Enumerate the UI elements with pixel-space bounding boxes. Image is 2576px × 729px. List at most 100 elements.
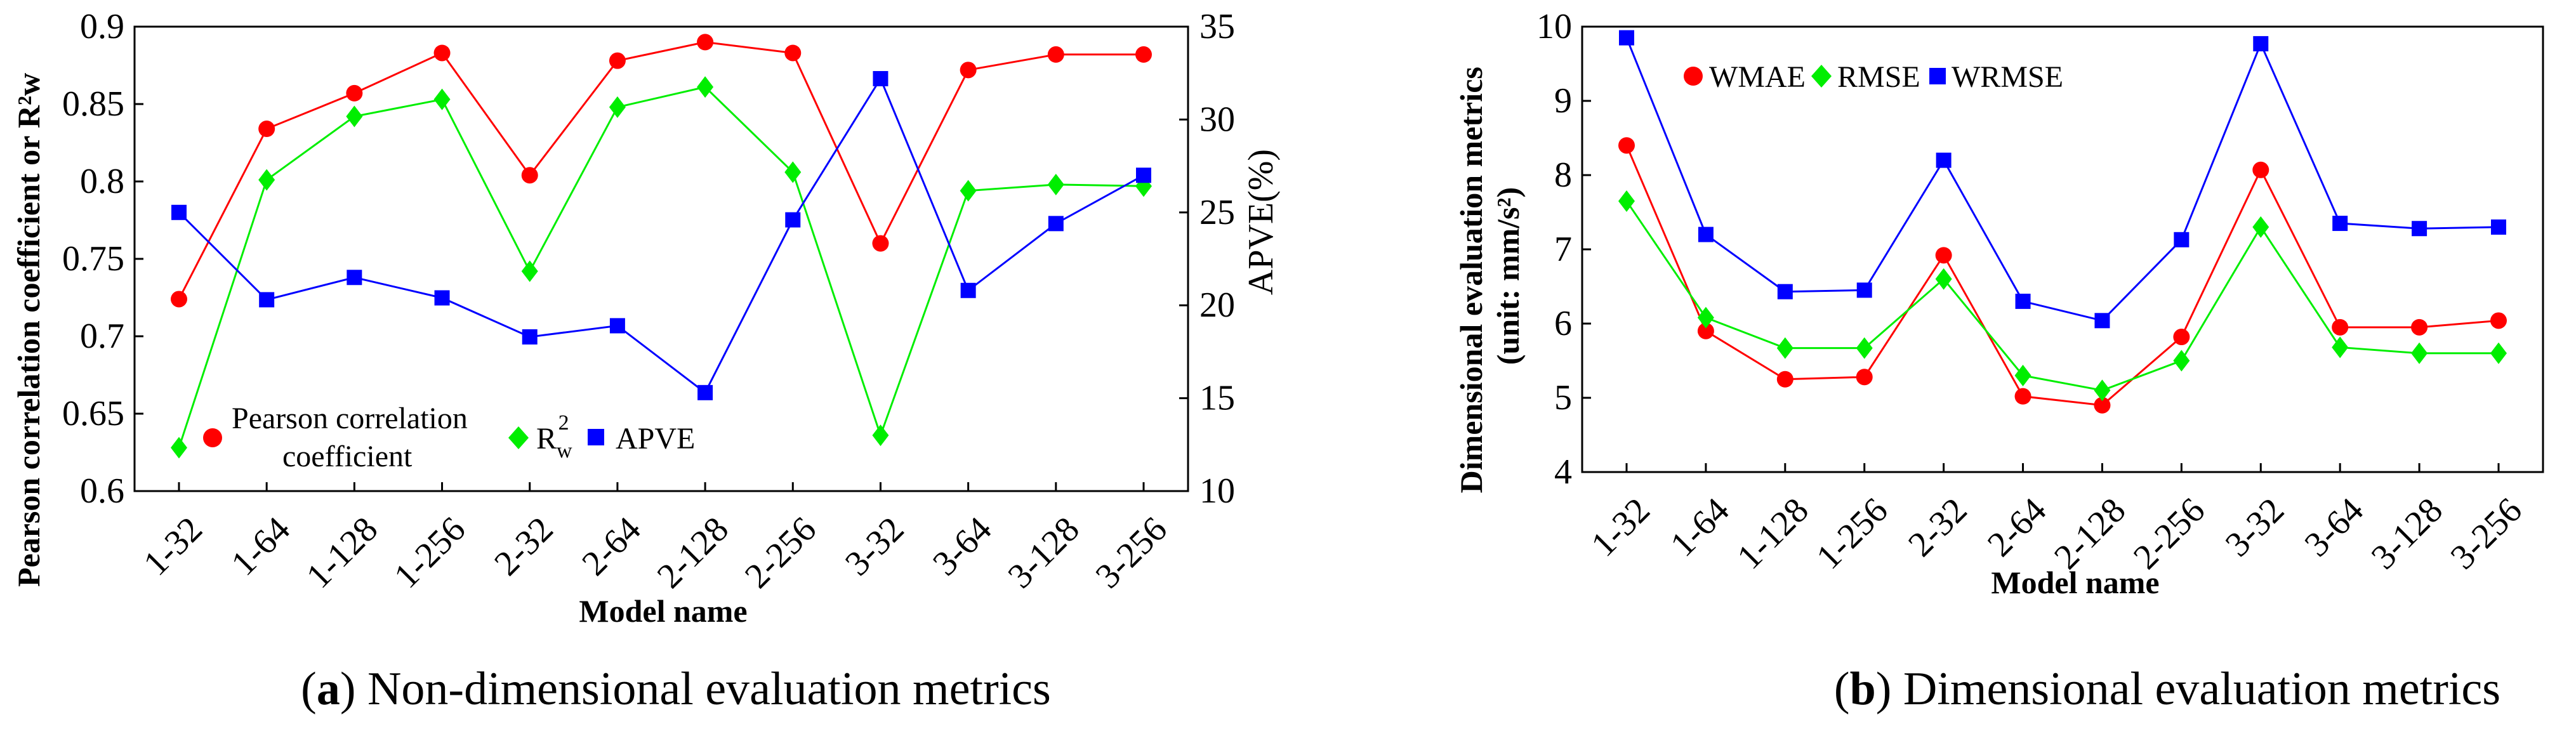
series-group-a xyxy=(171,34,1152,459)
x-tick-label-b-11: 3-256 xyxy=(2443,490,2530,577)
y-tick-label-b-5: 9 xyxy=(1554,81,1572,121)
caption-a: (a) Non-dimensional evaluation metrics xyxy=(301,663,1051,715)
chart-panel-b: Dimensional evaluation metrics (unit: mm… xyxy=(1453,7,2544,715)
data-point-b-2-7 xyxy=(2174,232,2190,247)
x-tick-label-a-1: 1-64 xyxy=(224,509,298,583)
data-point-a-0-0 xyxy=(171,291,187,308)
plot-frame-a xyxy=(133,25,1189,492)
x-tick-label-a-5: 2-64 xyxy=(574,509,648,583)
data-point-a-0-11 xyxy=(1135,46,1152,63)
legend-marker-apve xyxy=(588,429,604,445)
y-tick-label-a-5: 0.85 xyxy=(62,84,124,124)
y-tick-label-a-4: 0.8 xyxy=(80,162,124,201)
data-point-b-0-8 xyxy=(2252,161,2269,178)
data-point-a-1-6 xyxy=(697,76,714,98)
data-point-a-0-8 xyxy=(872,235,889,252)
data-point-a-1-3 xyxy=(433,88,451,110)
legend-marker-rmse xyxy=(1811,65,1832,88)
data-point-b-2-1 xyxy=(1698,227,1714,242)
data-point-b-0-5 xyxy=(2014,388,2031,405)
series-group-b xyxy=(1618,30,2507,414)
y-axis-title-b-line1: Dimensional evaluation metrics xyxy=(1453,67,1489,493)
data-point-b-0-11 xyxy=(2490,312,2507,329)
data-point-b-0-6 xyxy=(2094,397,2111,414)
y-axis-title-left-a: Pearson correlation coefficient or R²w xyxy=(11,73,46,587)
legend-marker-wrmse xyxy=(1929,68,1946,84)
caption-a-paren-open: ( xyxy=(301,663,317,715)
y-axis-title-right-a: APVE(%) xyxy=(1241,149,1281,295)
legend-label-rmse: RMSE xyxy=(1837,60,1920,94)
data-point-b-2-6 xyxy=(2094,313,2110,329)
data-point-a-1-5 xyxy=(609,96,626,118)
data-point-a-0-6 xyxy=(697,34,714,51)
data-point-a-2-4 xyxy=(522,329,538,345)
plot-frame-b xyxy=(1581,25,2544,473)
y-tick-label-b-0: 4 xyxy=(1554,452,1572,492)
x-tick-label-a-8: 3-32 xyxy=(838,509,911,583)
caption-b-paren-open: ( xyxy=(1834,663,1850,715)
data-point-a-1-8 xyxy=(872,424,889,447)
data-point-b-1-0 xyxy=(1618,190,1635,212)
caption-a-paren-close: ) xyxy=(340,663,356,715)
data-point-b-0-9 xyxy=(2332,319,2349,336)
legend-label-pearson-line1: Pearson correlation xyxy=(232,402,468,435)
data-point-a-0-7 xyxy=(784,44,802,62)
legend-label-wmae: WMAE xyxy=(1709,60,1806,94)
y2-tick-label-a-1: 15 xyxy=(1199,379,1235,418)
data-point-b-1-3 xyxy=(1856,337,1873,359)
x-tick-label-a-2: 1-128 xyxy=(299,509,385,596)
x-tick-label-b-1: 1-64 xyxy=(1663,490,1736,564)
x-tick-label-b-8: 3-32 xyxy=(2218,490,2292,564)
data-point-a-0-4 xyxy=(521,167,538,184)
data-point-a-2-0 xyxy=(171,204,187,220)
legend-label-apve: APVE xyxy=(616,422,695,456)
caption-b: (b) Dimensional evaluation metrics xyxy=(1834,663,2500,715)
x-tick-label-a-9: 3-64 xyxy=(925,509,999,583)
data-point-b-0-10 xyxy=(2411,319,2428,336)
y-tick-label-a-6: 0.9 xyxy=(80,7,124,46)
legend-a: Pearson correlation coefficient Rw 2 APVE xyxy=(203,402,695,473)
data-point-b-1-7 xyxy=(2173,350,2190,372)
data-point-a-1-4 xyxy=(521,260,538,282)
data-point-a-1-7 xyxy=(784,161,802,183)
x-tick-label-b-5: 2-64 xyxy=(1980,490,2054,564)
y-tick-label-a-1: 0.65 xyxy=(62,394,124,433)
data-point-a-2-6 xyxy=(697,384,713,400)
legend-label-r2-main: R xyxy=(536,422,557,456)
data-point-b-0-2 xyxy=(1776,371,1793,388)
y2-tick-label-a-2: 20 xyxy=(1199,286,1235,325)
data-point-a-0-2 xyxy=(346,84,363,102)
data-point-a-2-3 xyxy=(434,290,450,306)
data-point-b-0-7 xyxy=(2173,329,2190,346)
legend-marker-pearson xyxy=(203,428,222,447)
series-line-a-2 xyxy=(178,76,1144,395)
x-tick-label-b-10: 3-128 xyxy=(2364,490,2450,577)
data-point-a-0-5 xyxy=(609,52,626,69)
legend-label-pearson-line2: coefficient xyxy=(282,440,413,473)
data-point-a-1-1 xyxy=(258,169,275,191)
y-tick-label-b-1: 5 xyxy=(1554,378,1572,417)
ticks-group-a: 0.6 0.65 0.7 0.75 0.8 0.85 0.9 10 15 20 25 30 35 1-32… xyxy=(62,7,1235,596)
y-tick-label-a-0: 0.6 xyxy=(80,471,124,511)
x-tick-label-b-2: 1-128 xyxy=(1729,490,1816,577)
data-point-a-2-8 xyxy=(873,70,888,86)
data-point-b-0-0 xyxy=(1618,137,1635,154)
data-point-b-2-2 xyxy=(1777,284,1793,299)
y-tick-label-a-2: 0.7 xyxy=(80,317,124,356)
data-point-a-1-0 xyxy=(171,437,187,459)
y2-tick-label-a-4: 30 xyxy=(1199,100,1235,139)
data-point-b-1-9 xyxy=(2332,336,2349,358)
data-point-a-2-5 xyxy=(609,318,625,334)
data-point-a-2-2 xyxy=(347,270,362,286)
data-point-a-2-10 xyxy=(1048,216,1064,232)
data-point-a-2-9 xyxy=(960,282,976,298)
data-point-b-1-6 xyxy=(2094,379,2111,402)
data-point-b-2-0 xyxy=(1619,30,1634,46)
data-point-b-1-11 xyxy=(2490,342,2507,364)
y2-tick-label-a-0: 10 xyxy=(1199,471,1235,511)
legend-marker-wmae xyxy=(1684,67,1703,86)
data-point-b-2-5 xyxy=(2015,293,2031,309)
x-tick-label-b-0: 1-32 xyxy=(1583,490,1657,564)
data-point-b-2-10 xyxy=(2412,221,2427,237)
x-tick-label-b-6: 2-128 xyxy=(2047,490,2133,577)
